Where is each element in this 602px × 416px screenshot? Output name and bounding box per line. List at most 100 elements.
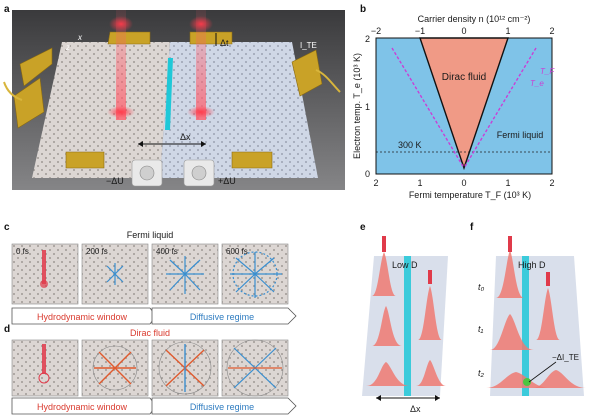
f-high-d-label: High D bbox=[518, 260, 546, 270]
top-tick-4: 2 bbox=[549, 26, 554, 36]
f-cyan-strip bbox=[522, 256, 529, 396]
c-spread-600 bbox=[230, 251, 282, 298]
panel-letter-b: b bbox=[360, 4, 366, 15]
gold-contact-top-left bbox=[107, 31, 151, 45]
panel-letter-e: e bbox=[360, 222, 366, 233]
top-axis-label: Carrier density n (10¹² cm⁻²) bbox=[418, 14, 531, 24]
f-peak-3 bbox=[486, 372, 550, 388]
laser-pulse-1 bbox=[109, 16, 133, 32]
panel-e: e Low D Δx bbox=[360, 222, 448, 414]
panel-letter-c: c bbox=[4, 222, 10, 233]
panel-letter-f: f bbox=[470, 222, 474, 233]
wire-left bbox=[3, 81, 23, 101]
e-laser-2 bbox=[428, 270, 432, 284]
gold-contact-right bbox=[291, 49, 323, 97]
panel-c-title: Fermi liquid bbox=[127, 230, 174, 240]
d-spread-3 bbox=[226, 339, 284, 397]
y-tick-0: 0 bbox=[365, 169, 370, 179]
f-delta-ite-label: −ΔI_TE bbox=[552, 353, 579, 362]
f-laser-1 bbox=[508, 236, 512, 252]
y-tick-2: 2 bbox=[365, 34, 370, 44]
c-laser-pulse bbox=[42, 250, 46, 284]
dx-arrowhead-left bbox=[138, 141, 143, 147]
c-hot-spot bbox=[40, 280, 48, 288]
f-t0-label: t₀ bbox=[478, 282, 485, 292]
laser-beam-2 bbox=[196, 10, 206, 120]
panel-letter-a: a bbox=[4, 4, 10, 15]
y-tick-1: 1 bbox=[365, 102, 370, 112]
bottom-tick-3: 1 bbox=[505, 178, 510, 188]
laser-pulse-2 bbox=[189, 16, 213, 32]
d-spread-2 bbox=[158, 341, 212, 395]
panel-f: f High D t₀ t₁ t₂ −ΔI_TE bbox=[470, 222, 586, 396]
e-peak-1 bbox=[372, 252, 396, 296]
f-t2-label: t₂ bbox=[478, 368, 485, 378]
top-tick-0: −2 bbox=[371, 26, 381, 36]
gold-contact-left-top bbox=[19, 47, 53, 87]
top-ticks: −2 −1 0 1 2 bbox=[371, 26, 555, 36]
plus-du-label: +ΔU bbox=[218, 176, 236, 186]
e-laser-1 bbox=[382, 236, 386, 252]
f-peak-5 bbox=[532, 370, 586, 388]
chart-frame bbox=[375, 37, 553, 175]
e-dx-label: Δx bbox=[410, 404, 421, 414]
x-axis-label: Fermi temperature T_F (10³ K) bbox=[409, 190, 531, 200]
c-time-0: 0 fs bbox=[16, 247, 29, 256]
top-tick-2: 0 bbox=[461, 26, 466, 36]
panel-d: d Dirac fluid Hydrodynamic window bbox=[4, 324, 297, 415]
dt-label: Δt bbox=[220, 38, 229, 48]
d-hydro-label: Hydrodynamic window bbox=[37, 402, 128, 412]
knob-dial-right bbox=[191, 165, 207, 181]
f-peak-1 bbox=[496, 250, 524, 298]
wire-right bbox=[315, 69, 341, 93]
f-sample bbox=[490, 256, 584, 396]
label-300k: 300 K bbox=[398, 140, 422, 150]
f-peak-2 bbox=[490, 314, 534, 350]
gold-contact-left bbox=[13, 77, 45, 129]
c-diffusive-arrow bbox=[151, 307, 297, 325]
dx-label: Δx bbox=[180, 132, 191, 142]
bottom-tick-1: 1 bbox=[417, 178, 422, 188]
panel-c: c Fermi liquid 0 fs 200 fs 400 fs 600 fs bbox=[4, 222, 297, 325]
e-peak-3 bbox=[366, 362, 410, 386]
c-hydro-label: Hydrodynamic window bbox=[37, 312, 128, 322]
c-spread-200 bbox=[106, 263, 124, 285]
y-axis-label: Electron temp. T_e (10³ K) bbox=[352, 53, 362, 159]
f-peak-4 bbox=[536, 288, 560, 340]
d-laser-pulse bbox=[42, 344, 46, 374]
d-diffusive-label: Diffusive regime bbox=[190, 402, 254, 412]
e-peak-4 bbox=[418, 286, 442, 340]
d-diffusive-arrow bbox=[151, 397, 297, 415]
dx-arrowhead-right bbox=[201, 141, 206, 147]
laser-beam-1 bbox=[116, 10, 126, 120]
tf-dashed-label: T_F bbox=[540, 67, 555, 76]
f-ite-pointer bbox=[528, 361, 557, 383]
c-time-1: 200 fs bbox=[86, 247, 108, 256]
panel-a: a x z Δt I_TE Δx −ΔU +ΔU bbox=[3, 4, 345, 190]
d-hot-spot bbox=[38, 372, 50, 384]
e-peak-5 bbox=[416, 360, 446, 386]
dashed-line-left bbox=[391, 47, 465, 169]
axis-label-z: z bbox=[65, 43, 70, 52]
gold-contact-bottom-left bbox=[65, 151, 105, 169]
cyan-strip bbox=[165, 58, 173, 130]
graphene-sheet-left bbox=[32, 42, 170, 178]
c-spread-400 bbox=[166, 256, 204, 294]
c-time-3: 600 fs bbox=[226, 247, 248, 256]
y-ticks: 0 1 2 bbox=[365, 34, 370, 179]
e-peak-2 bbox=[372, 306, 402, 346]
top-tick-1: −1 bbox=[415, 26, 425, 36]
e-cyan-strip bbox=[404, 256, 411, 396]
knob-dial-left bbox=[139, 165, 155, 181]
minus-du-label: −ΔU bbox=[106, 176, 124, 186]
panel-b: b Carrier density n (10¹² cm⁻²) −2 −1 0 … bbox=[352, 4, 555, 200]
c-time-2: 400 fs bbox=[156, 247, 178, 256]
laser-spot-2 bbox=[187, 106, 215, 118]
bottom-tick-0: 2 bbox=[373, 178, 378, 188]
ite-label: I_TE bbox=[300, 41, 317, 50]
d-spread-1 bbox=[92, 345, 138, 391]
axis-label-x: x bbox=[77, 33, 83, 42]
f-overlap-marker bbox=[523, 378, 531, 386]
panel-letter-d: d bbox=[4, 324, 10, 335]
te-dashed-label: T_e bbox=[530, 79, 544, 88]
